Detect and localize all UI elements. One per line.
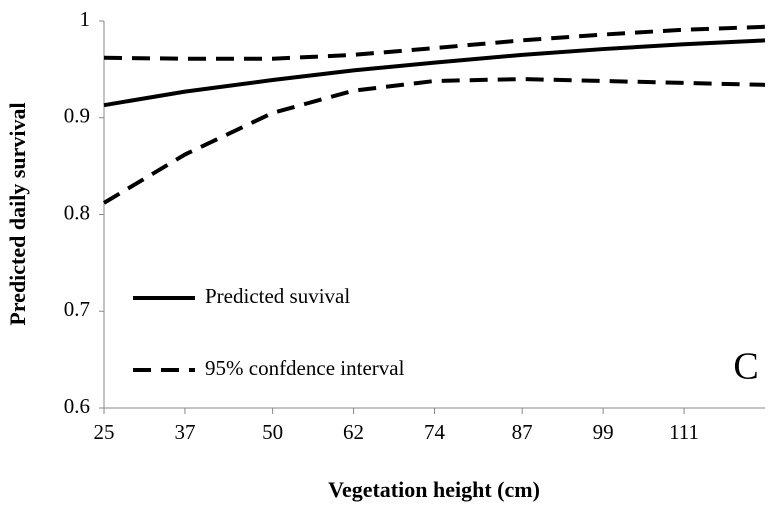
line bbox=[103, 38, 766, 108]
ci-line bbox=[103, 24, 766, 61]
x-tick-label: 111 bbox=[669, 420, 699, 444]
x-tick-label: 62 bbox=[343, 420, 364, 444]
x-tick-label: 37 bbox=[174, 420, 195, 444]
x-tick-label: 50 bbox=[262, 420, 283, 444]
x-tick-label: 99 bbox=[593, 420, 614, 444]
ci-line bbox=[102, 77, 766, 205]
legend-label: 95% confdence interval bbox=[205, 356, 405, 380]
panel-label: C bbox=[733, 346, 758, 388]
y-tick-label: 0.8 bbox=[64, 200, 90, 224]
x-tick-label: 25 bbox=[94, 420, 115, 444]
legend-label: Predicted suvival bbox=[205, 284, 350, 308]
y-tick-label: 0.9 bbox=[64, 104, 90, 128]
y-tick-label: 1 bbox=[80, 7, 91, 31]
y-tick-label: 0.6 bbox=[64, 394, 90, 418]
x-tick-label: 74 bbox=[424, 420, 446, 444]
y-axis-label: Predicted daily survival bbox=[5, 102, 30, 325]
x-axis-label: Vegetation height (cm) bbox=[328, 477, 540, 502]
x-tick-label: 87 bbox=[512, 420, 533, 444]
y-tick-label: 0.7 bbox=[64, 297, 90, 321]
